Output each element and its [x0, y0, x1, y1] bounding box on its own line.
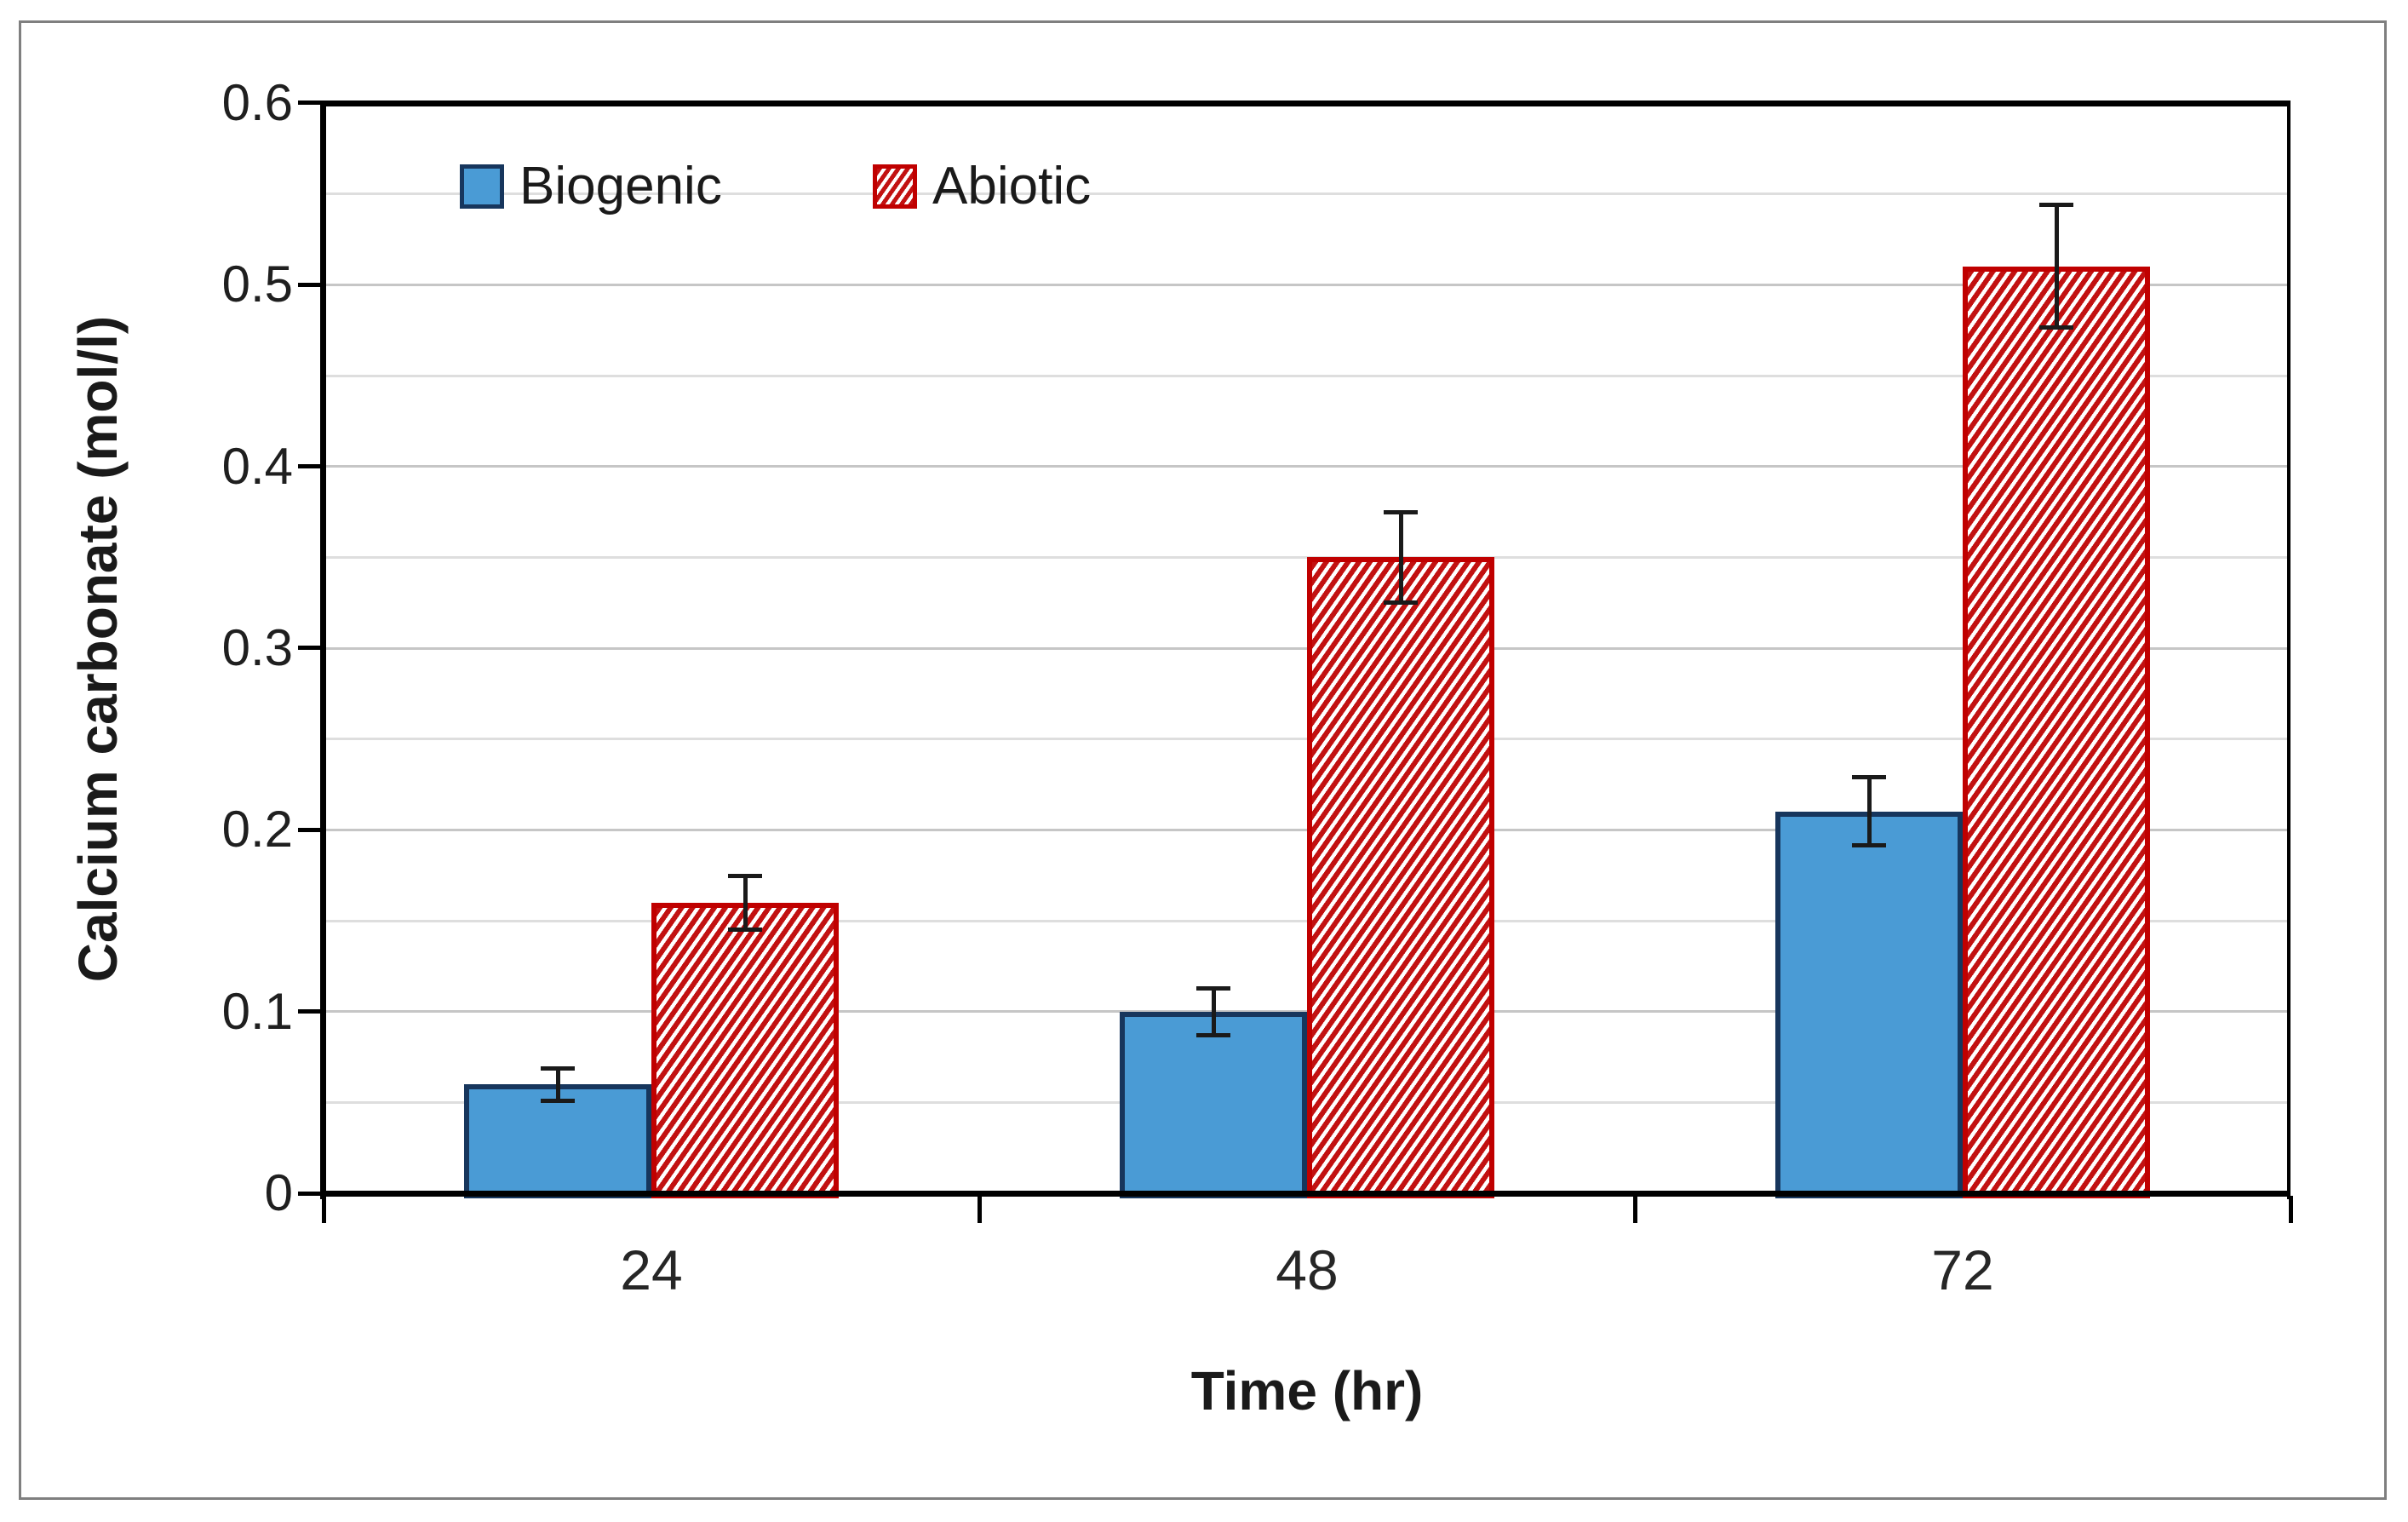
error-bar-cap-bottom — [728, 928, 762, 932]
error-bar-cap-top — [1852, 775, 1886, 779]
y-tick-label-0.5: 0.5 — [221, 256, 293, 313]
y-tick-label-0.1: 0.1 — [221, 983, 293, 1040]
error-bar-abiotic-24hr — [742, 874, 748, 932]
y-tick — [298, 646, 321, 650]
error-bar-cap-top — [728, 874, 762, 878]
legend-label-biogenic: Biogenic — [519, 157, 722, 215]
abiotic-bar-48hr — [1307, 557, 1494, 1198]
error-bar-biogenic-24hr — [555, 1066, 560, 1103]
abiotic-bar-72hr — [1963, 267, 2150, 1198]
y-tick — [298, 464, 321, 468]
minor-gridline — [324, 192, 2290, 195]
error-bar-cap-top — [2039, 203, 2073, 207]
minor-gridline — [324, 375, 2290, 377]
error-bar-cap-top — [1196, 986, 1230, 991]
abiotic-bar-24hr — [651, 903, 839, 1198]
error-bar-abiotic-72hr — [2054, 203, 2059, 330]
error-bar-biogenic-48hr — [1211, 986, 1216, 1037]
error-bar-cap-top — [541, 1066, 575, 1071]
major-gridline — [324, 465, 2290, 468]
biogenic-bar-72hr — [1775, 812, 1963, 1198]
error-bar-cap-top — [1384, 510, 1418, 514]
abiotic-swatch-icon — [873, 164, 917, 209]
y-tick — [298, 1009, 321, 1014]
y-tick-label-0.4: 0.4 — [221, 438, 293, 495]
error-bar-cap-bottom — [541, 1099, 575, 1103]
y-axis-title: Calcium carbonate (mol/l) — [67, 315, 129, 983]
error-bar-biogenic-72hr — [1866, 775, 1872, 847]
y-tick-label-0: 0 — [264, 1164, 293, 1221]
x-axis-title: Time (hr) — [1190, 1360, 1424, 1421]
biogenic-bar-48hr — [1120, 1012, 1307, 1198]
y-tick — [298, 828, 321, 832]
error-bar-cap-bottom — [2039, 325, 2073, 330]
x-axis-line — [320, 1191, 2290, 1197]
plot-top-border — [320, 101, 2290, 106]
legend-label-abiotic: Abiotic — [932, 157, 1092, 215]
figure-border — [19, 20, 2387, 1500]
x-tick — [321, 1196, 326, 1223]
y-tick-label-0.3: 0.3 — [221, 619, 293, 676]
error-bar-cap-bottom — [1196, 1033, 1230, 1037]
y-tick-label-0.2: 0.2 — [221, 801, 293, 858]
x-tick-label-72: 72 — [1931, 1238, 1994, 1301]
biogenic-swatch-icon — [460, 164, 504, 209]
y-axis-line — [320, 101, 326, 1199]
y-tick — [298, 101, 321, 105]
x-tick — [2288, 1196, 2293, 1223]
error-bar-cap-bottom — [1852, 843, 1886, 847]
x-tick — [1632, 1196, 1637, 1223]
plot-right-border — [2287, 101, 2290, 1199]
y-tick — [298, 283, 321, 287]
y-tick-label-0.6: 0.6 — [221, 74, 293, 131]
x-tick-label-24: 24 — [620, 1238, 683, 1301]
major-gridline — [324, 284, 2290, 286]
x-tick — [977, 1196, 982, 1223]
y-tick — [298, 1192, 321, 1196]
x-tick-label-48: 48 — [1276, 1238, 1339, 1301]
error-bar-cap-bottom — [1384, 600, 1418, 605]
error-bar-abiotic-48hr — [1398, 510, 1403, 605]
